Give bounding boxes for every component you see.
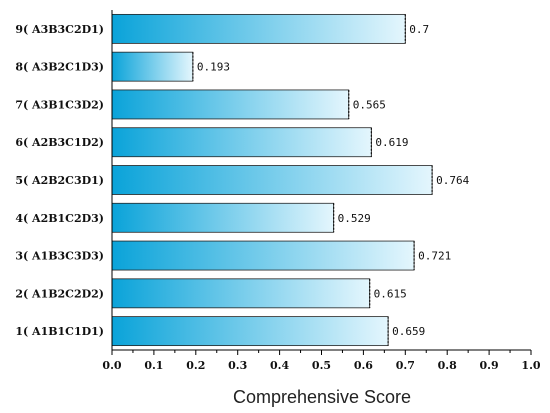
category-label: 5( A2B2C3D1) <box>15 174 104 187</box>
bar <box>111 202 335 233</box>
bar <box>111 316 389 347</box>
x-tick-label: 0.6 <box>354 359 373 372</box>
bars-layer: 1( A1B1C1D1) 0.659 2( A1B2C2D2) 0.615 3( A1B… <box>15 13 470 347</box>
data-label: 0.7 <box>409 23 429 36</box>
x-tick-label: 0.8 <box>438 359 457 372</box>
data-label: 0.565 <box>353 98 386 111</box>
data-label: 0.529 <box>338 212 371 225</box>
category-label: 6( A2B3C1D2) <box>15 136 104 149</box>
x-tick-label: 0.0 <box>102 359 121 372</box>
data-label: 0.659 <box>392 325 425 338</box>
x-tick-label: 0.2 <box>186 359 205 372</box>
category-label: 3( A1B3C3D3) <box>15 250 104 263</box>
x-axis: 0.0 0.1 0.2 0.3 0.4 0.5 0.6 0.7 0.8 0.9 1.0 <box>102 10 541 372</box>
x-tick-label: 0.4 <box>270 359 289 372</box>
category-label: 1( A1B1C1D1) <box>15 325 104 338</box>
category-label: 2( A1B2C2D2) <box>15 287 104 300</box>
category-label: 8( A3B2C1D3) <box>15 61 104 74</box>
bar <box>111 240 415 271</box>
data-label: 0.721 <box>418 250 451 263</box>
bar <box>111 127 372 158</box>
data-label: 0.193 <box>197 61 230 74</box>
bar <box>111 13 406 44</box>
category-label: 9( A3B3C2D1) <box>15 23 104 36</box>
bar <box>111 51 194 82</box>
category-label: 7( A3B1C3D2) <box>15 98 104 111</box>
bar <box>111 89 350 120</box>
x-tick-label: 0.3 <box>228 359 247 372</box>
category-label: 4( A2B1C2D3) <box>15 212 104 225</box>
bar <box>111 165 433 195</box>
x-tick-label: 0.5 <box>312 359 331 372</box>
bar <box>111 278 371 309</box>
x-axis-title: Comprehensive Score <box>233 387 411 407</box>
x-tick-label: 0.1 <box>144 359 163 372</box>
data-label: 0.615 <box>374 287 407 300</box>
x-tick-label: 0.9 <box>480 359 499 372</box>
data-label: 0.764 <box>436 174 469 187</box>
x-tick-label: 0.7 <box>396 359 415 372</box>
x-tick-label: 1.0 <box>521 359 540 372</box>
data-label: 0.619 <box>375 136 408 149</box>
